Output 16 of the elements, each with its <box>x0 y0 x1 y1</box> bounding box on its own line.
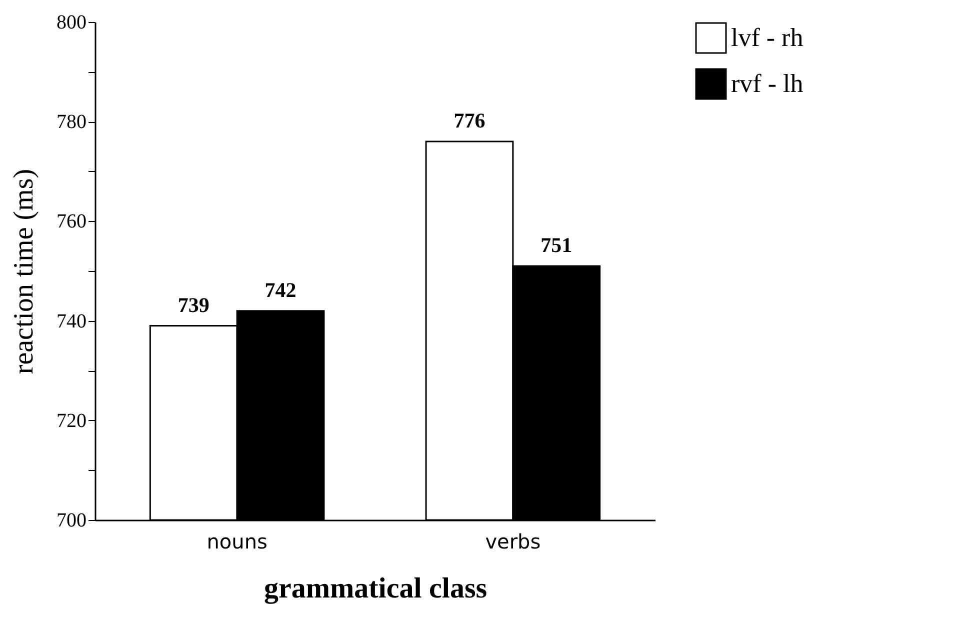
y-tick-label: 800 <box>56 12 86 34</box>
y-tick-label: 720 <box>56 410 86 432</box>
data-label: 739 <box>178 292 210 317</box>
y-tick-label: 760 <box>56 210 86 233</box>
legend-label: lvf - rh <box>731 23 804 52</box>
y-tick-label: 780 <box>56 111 86 134</box>
x-axis-title: grammatical class <box>264 572 488 604</box>
data-label: 742 <box>264 278 296 302</box>
x-tick-label: nouns <box>206 530 268 554</box>
y-tick-label: 700 <box>56 510 86 532</box>
legend-label: rvf - lh <box>731 69 804 98</box>
x-tick-label: verbs <box>485 530 541 554</box>
data-label: 751 <box>540 233 572 258</box>
data-label: 776 <box>454 108 486 133</box>
y-tick-label: 740 <box>56 310 86 332</box>
y-axis-title: reaction time (ms) <box>8 168 40 374</box>
